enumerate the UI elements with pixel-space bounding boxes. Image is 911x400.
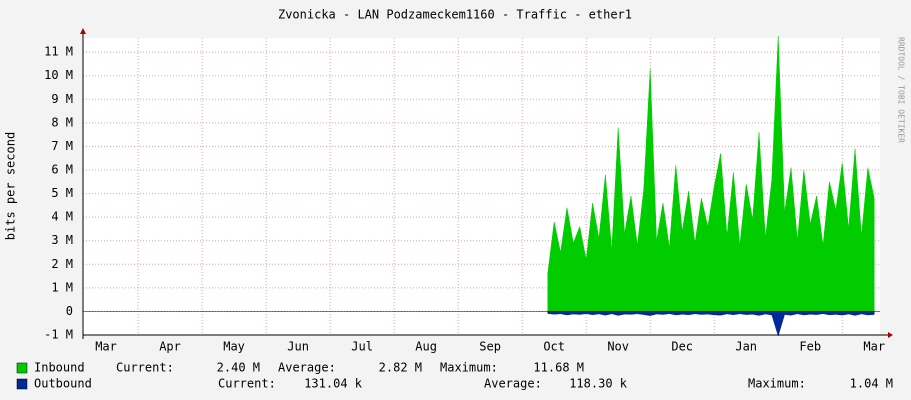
x-tick-label: Oct: [543, 340, 565, 354]
x-tick-label: Sep: [479, 340, 501, 354]
legend-value: 11.68 M: [533, 361, 584, 375]
y-tick-label: 2 M: [51, 257, 73, 271]
side-label: RRDTOOL / TOBI OETIKER: [897, 37, 906, 143]
y-axis-label: bits per second: [4, 132, 18, 240]
x-tick-label: Mar: [95, 340, 117, 354]
x-tick-label: Apr: [159, 340, 181, 354]
legend-value: 131.04 k: [304, 377, 363, 391]
y-tick-label: 10 M: [44, 68, 73, 82]
legend-value: 1.04 M: [850, 377, 893, 391]
legend-text: Average:: [278, 361, 336, 375]
y-tick-label: 0: [66, 304, 73, 318]
y-tick-label: 9 M: [51, 92, 73, 106]
areas: [83, 36, 880, 337]
x-tick-label: Nov: [607, 340, 629, 354]
x-tick-label: Dec: [671, 340, 693, 354]
x-tick-label: Feb: [799, 340, 821, 354]
y-tick-label: -1 M: [44, 328, 73, 342]
y-tick-label: 7 M: [51, 139, 73, 153]
y-tick-label: 3 M: [51, 233, 73, 247]
legend-value: 118.30 k: [569, 377, 628, 391]
legend-value: 2.40 M: [217, 361, 260, 375]
area: [547, 311, 875, 337]
y-tick-label: 8 M: [51, 115, 73, 129]
legend-swatch: [16, 378, 28, 390]
x-tick-label: Jan: [735, 340, 757, 354]
y-tick-label: 4 M: [51, 210, 73, 224]
x-tick-label: Aug: [415, 340, 437, 354]
legend-text: Current:: [218, 377, 276, 391]
y-tick-label: 1 M: [51, 280, 73, 294]
legend-text: Maximum:: [440, 361, 498, 375]
y-tick-label: 6 M: [51, 163, 73, 177]
legend-label: Inbound: [34, 361, 85, 375]
area: [547, 36, 875, 312]
legend-text: Average:: [484, 377, 542, 391]
legend-value: 2.82 M: [379, 361, 422, 375]
chart-title: Zvonicka - LAN Podzameckem1160 - Traffic…: [278, 8, 632, 22]
legend-text: Current:: [116, 361, 174, 375]
x-tick-label: May: [223, 340, 245, 354]
y-tick-label: 5 M: [51, 186, 73, 200]
y-tick-label: 11 M: [44, 45, 73, 59]
x-tick-label: Mar: [863, 340, 885, 354]
legend-text: Maximum:: [748, 377, 806, 391]
x-arrow: [888, 332, 893, 338]
axes: [80, 28, 893, 339]
x-tick-label: Jul: [351, 340, 373, 354]
y-arrow: [80, 28, 86, 34]
legend-label: Outbound: [34, 377, 92, 391]
legend-swatch: [16, 362, 28, 374]
x-tick-label: Jun: [287, 340, 309, 354]
